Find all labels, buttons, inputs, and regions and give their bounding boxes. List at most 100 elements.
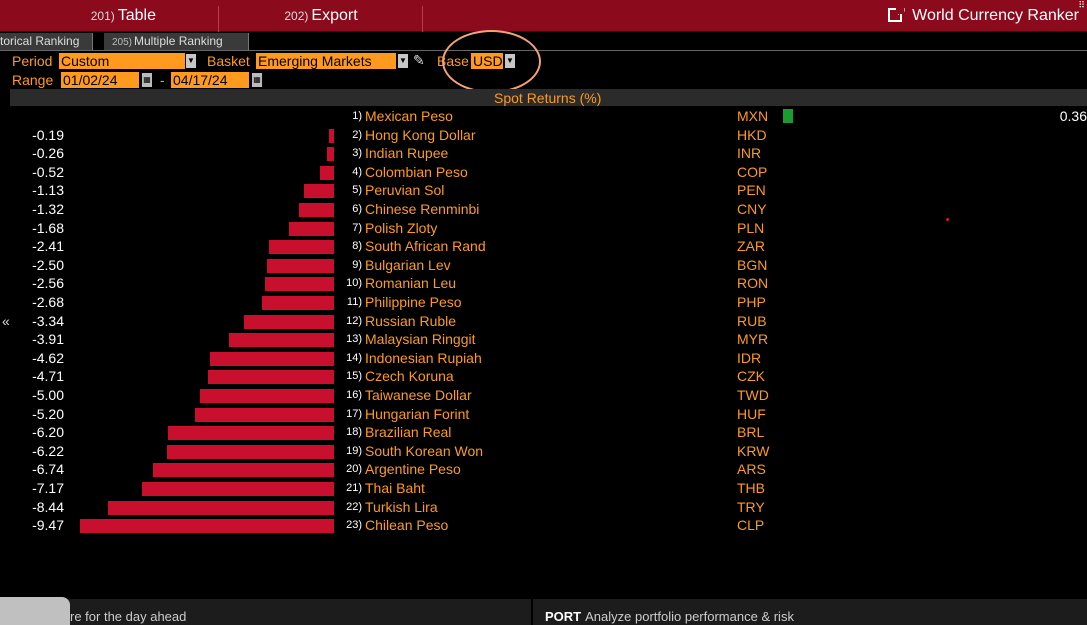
rank-number: 22) bbox=[346, 500, 362, 513]
table-row[interactable]: -3.91 13) Malaysian Ringgit MYR bbox=[0, 331, 1087, 349]
tab-historical-ranking[interactable]: torical Ranking bbox=[0, 33, 93, 50]
range-end-input[interactable]: 04/17/24 bbox=[171, 72, 249, 88]
table-row[interactable]: -2.56 10) Romanian Leu RON bbox=[0, 275, 1087, 293]
currency-name[interactable]: Bulgarian Lev bbox=[365, 256, 451, 273]
currency-code[interactable]: CZK bbox=[737, 368, 765, 385]
currency-name[interactable]: Turkish Lira bbox=[365, 498, 438, 515]
collapse-icon[interactable]: « bbox=[2, 313, 10, 329]
currency-code[interactable]: CLP bbox=[737, 517, 765, 534]
currency-name[interactable]: Romanian Leu bbox=[365, 275, 457, 292]
currency-name[interactable]: Chinese Renminbi bbox=[365, 201, 480, 217]
currency-name[interactable]: Indonesian Rupiah bbox=[365, 349, 482, 366]
currency-name[interactable]: Chilean Peso bbox=[365, 517, 449, 534]
return-value: -6.22 bbox=[32, 442, 64, 459]
rank-number: 12) bbox=[346, 314, 362, 327]
currency-name[interactable]: Brazilian Real bbox=[365, 424, 452, 441]
currency-name[interactable]: Argentine Peso bbox=[365, 461, 461, 478]
currency-code[interactable]: COP bbox=[737, 163, 768, 180]
resize-corner-icon[interactable]: ⠿ bbox=[1078, 0, 1085, 10]
currency-code[interactable]: RUB bbox=[737, 312, 767, 329]
currency-name[interactable]: Hungarian Forint bbox=[365, 405, 470, 422]
currency-name[interactable]: Colombian Peso bbox=[365, 163, 468, 180]
currency-name[interactable]: Philippine Peso bbox=[365, 294, 462, 310]
table-row[interactable]: -9.47 23) Chilean Peso CLP bbox=[0, 517, 1087, 535]
table-row[interactable]: -2.68 11) Philippine Peso PHP bbox=[0, 294, 1087, 312]
currency-code[interactable]: ZAR bbox=[737, 238, 765, 255]
currency-code[interactable]: CNY bbox=[737, 201, 767, 217]
return-bar bbox=[327, 147, 334, 162]
table-row[interactable]: -1.32 6) Chinese Renminbi CNY bbox=[0, 201, 1087, 219]
function-title[interactable]: World Currency Ranker bbox=[888, 1, 1079, 26]
table-row[interactable]: -2.50 9) Bulgarian Lev BGN bbox=[0, 257, 1087, 275]
tab-label: Multiple Ranking bbox=[134, 34, 223, 48]
currency-code[interactable]: TWD bbox=[737, 387, 769, 403]
currency-code[interactable]: BGN bbox=[737, 256, 768, 273]
currency-name[interactable]: Peruvian Sol bbox=[365, 182, 445, 199]
table-row[interactable]: -0.26 3) Indian Rupee INR bbox=[0, 145, 1087, 163]
footer-right-code: PORT bbox=[545, 609, 582, 624]
table-row[interactable]: -6.74 20) Argentine Peso ARS bbox=[0, 461, 1087, 479]
currency-code[interactable]: RON bbox=[737, 275, 769, 292]
table-row[interactable]: -7.17 21) Thai Baht THB bbox=[0, 480, 1087, 498]
rank-number: 15) bbox=[346, 370, 362, 383]
export-button[interactable]: 202) Export bbox=[220, 6, 423, 32]
return-value: -7.17 bbox=[32, 480, 64, 496]
footer-right-tip[interactable]: PORT Analyze portfolio performance & risk bbox=[545, 609, 794, 624]
tab-shortcut: 205) bbox=[112, 37, 133, 48]
currency-code[interactable]: MXN bbox=[737, 108, 769, 124]
basket-select[interactable]: Emerging Markets bbox=[256, 53, 396, 69]
currency-code[interactable]: KRW bbox=[737, 442, 770, 459]
currency-name[interactable]: Russian Ruble bbox=[365, 312, 457, 329]
currency-code[interactable]: IDR bbox=[737, 349, 762, 366]
currency-name[interactable]: Thai Baht bbox=[365, 480, 425, 496]
currency-name[interactable]: South Korean Won bbox=[365, 442, 484, 459]
currency-code[interactable]: MYR bbox=[737, 331, 769, 348]
table-row[interactable]: -6.22 19) South Korean Won KRW bbox=[0, 443, 1087, 461]
currency-name[interactable]: Malaysian Ringgit bbox=[365, 331, 476, 348]
footer-thumbnail[interactable] bbox=[0, 597, 70, 625]
currency-name[interactable]: Polish Zloty bbox=[365, 219, 438, 236]
table-row[interactable]: -5.20 17) Hungarian Forint HUF bbox=[0, 406, 1087, 424]
currency-code[interactable]: INR bbox=[737, 145, 762, 162]
footer-left-tip[interactable]: re for the day ahead bbox=[70, 609, 187, 624]
currency-code[interactable]: PEN bbox=[737, 182, 766, 199]
chevron-down-icon[interactable]: ▼ bbox=[398, 54, 408, 68]
table-row[interactable]: -6.20 18) Brazilian Real BRL bbox=[0, 424, 1087, 442]
currency-code[interactable]: HKD bbox=[737, 126, 767, 143]
range-start-input[interactable]: 01/02/24 bbox=[61, 72, 139, 88]
table-row[interactable]: -1.68 7) Polish Zloty PLN bbox=[0, 220, 1087, 238]
currency-name[interactable]: South African Rand bbox=[365, 238, 486, 255]
table-row[interactable]: -0.19 2) Hong Kong Dollar HKD bbox=[0, 127, 1087, 145]
table-row[interactable]: -4.71 15) Czech Koruna CZK bbox=[0, 368, 1087, 386]
currency-code[interactable]: TRY bbox=[737, 498, 765, 515]
table-row[interactable]: -8.44 22) Turkish Lira TRY bbox=[0, 499, 1087, 517]
return-value: -3.91 bbox=[32, 331, 64, 348]
table-row[interactable]: -3.34 12) Russian Ruble RUB bbox=[0, 313, 1087, 331]
edit-pencil-icon[interactable]: ✎ bbox=[413, 52, 425, 68]
currency-name[interactable]: Mexican Peso bbox=[365, 108, 453, 124]
tab-multiple-ranking[interactable]: 205) Multiple Ranking bbox=[104, 33, 249, 50]
currency-name[interactable]: Czech Koruna bbox=[365, 368, 454, 385]
calendar-icon[interactable]: ▦ bbox=[142, 73, 152, 87]
table-row[interactable]: -5.00 16) Taiwanese Dollar TWD bbox=[0, 387, 1087, 405]
chevron-down-icon[interactable]: ▼ bbox=[186, 54, 196, 68]
currency-name[interactable]: Taiwanese Dollar bbox=[365, 387, 472, 403]
external-link-icon[interactable] bbox=[888, 1, 906, 22]
table-row[interactable]: -4.62 14) Indonesian Rupiah IDR bbox=[0, 350, 1087, 368]
table-row[interactable]: -2.41 8) South African Rand ZAR bbox=[0, 238, 1087, 256]
calendar-icon[interactable]: ▦ bbox=[252, 73, 262, 87]
table-button[interactable]: 201) Table bbox=[0, 6, 219, 32]
currency-code[interactable]: BRL bbox=[737, 424, 765, 441]
currency-code[interactable]: PHP bbox=[737, 294, 766, 310]
currency-code[interactable]: PLN bbox=[737, 219, 765, 236]
currency-code[interactable]: HUF bbox=[737, 405, 766, 422]
currency-code[interactable]: ARS bbox=[737, 461, 766, 478]
period-select[interactable]: Custom bbox=[59, 53, 185, 69]
table-row[interactable]: 0.36 1) Mexican Peso MXN bbox=[0, 108, 1087, 126]
table-row[interactable]: -0.52 4) Colombian Peso COP bbox=[0, 164, 1087, 182]
table-row[interactable]: -1.13 5) Peruvian Sol PEN bbox=[0, 182, 1087, 200]
currency-name[interactable]: Indian Rupee bbox=[365, 145, 449, 162]
return-bar bbox=[210, 351, 334, 366]
currency-name[interactable]: Hong Kong Dollar bbox=[365, 126, 476, 143]
currency-code[interactable]: THB bbox=[737, 480, 765, 496]
